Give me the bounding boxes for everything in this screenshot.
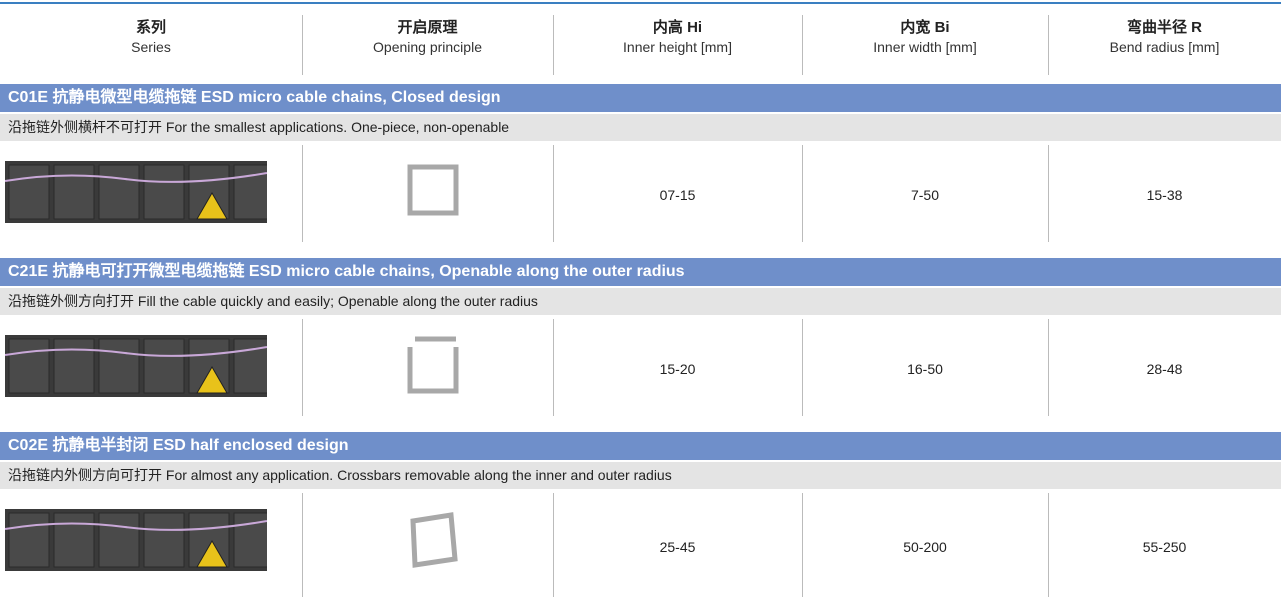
chain-link	[98, 512, 140, 568]
section-title: C21E 抗静电可打开微型电缆拖链 ESD micro cable chains…	[0, 258, 1281, 286]
section-title: C02E 抗静电半封闭 ESD half enclosed design	[0, 432, 1281, 460]
cable-highlight	[5, 172, 267, 183]
icon-frame	[407, 164, 459, 216]
opening-icon	[407, 164, 459, 216]
chain-link	[8, 512, 50, 568]
icon-frame	[407, 347, 459, 394]
cable-highlight	[5, 346, 267, 357]
esd-icon	[196, 365, 228, 394]
header-zh: 开启原理	[397, 19, 458, 36]
column-separator	[1048, 15, 1049, 75]
section-title: C01E 抗静电微型电缆拖链 ESD micro cable chains, C…	[0, 84, 1281, 112]
chain-link	[8, 338, 50, 394]
header-en: Inner width [mm]	[873, 39, 977, 55]
header-zh: 弯曲半径 R	[1126, 19, 1202, 36]
cell-value: 25-45	[659, 539, 696, 555]
column-separator	[553, 145, 554, 242]
header-cell: 开启原理 Opening principle	[302, 18, 553, 74]
header-cell: 内宽 Bi Inner width [mm]	[802, 18, 1048, 74]
cell-value: 07-15	[659, 187, 696, 203]
chain-link	[53, 164, 95, 220]
column-separator	[1048, 319, 1049, 416]
header-zh: 内高 Hi	[652, 19, 703, 36]
header-en: Bend radius [mm]	[1109, 39, 1220, 55]
column-separator	[802, 145, 803, 242]
opening-icon	[410, 512, 458, 568]
header-zh: 系列	[135, 19, 166, 36]
top-rule	[0, 2, 1281, 4]
section-subtitle: 沿拖链内外侧方向可打开 For almost any application. …	[0, 462, 1281, 489]
header-cell: 弯曲半径 R Bend radius [mm]	[1048, 18, 1281, 74]
cell-value: 15-38	[1146, 187, 1183, 203]
header-cell: 内高 Hi Inner height [mm]	[553, 18, 802, 74]
header-zh: 内宽 Bi	[900, 19, 950, 36]
chain-image	[5, 335, 267, 397]
column-separator	[553, 493, 554, 597]
chain-link	[98, 338, 140, 394]
column-separator	[1048, 145, 1049, 242]
column-separator	[553, 319, 554, 416]
icon-frame	[410, 512, 458, 568]
opening-icon	[407, 336, 459, 394]
chain-link	[143, 164, 185, 220]
header-cell: 系列 Series	[0, 18, 302, 74]
chain-link	[143, 512, 185, 568]
chain-link	[53, 338, 95, 394]
section-subtitle: 沿拖链外侧横杆不可打开 For the smallest application…	[0, 114, 1281, 141]
cell-value: 15-20	[659, 361, 696, 377]
column-separator	[802, 319, 803, 416]
cell-value: 55-250	[1142, 539, 1187, 555]
column-separator	[302, 15, 303, 75]
chain-link	[53, 512, 95, 568]
header-en: Inner height [mm]	[623, 39, 732, 55]
cable-highlight	[5, 520, 267, 531]
esd-icon	[196, 191, 228, 220]
column-separator	[302, 145, 303, 242]
cell-value: 50-200	[903, 539, 947, 555]
cell-value: 16-50	[907, 361, 943, 377]
chain-link	[8, 164, 50, 220]
chain-link	[98, 164, 140, 220]
column-separator	[553, 15, 554, 75]
section-subtitle: 沿拖链外侧方向打开 Fill the cable quickly and eas…	[0, 288, 1281, 315]
header-en: Opening principle	[373, 39, 482, 55]
esd-icon	[196, 539, 228, 568]
cell-value: 7-50	[910, 187, 940, 203]
chain-image	[5, 509, 267, 571]
column-separator	[802, 493, 803, 597]
chain-link	[143, 338, 185, 394]
cell-value: 28-48	[1146, 361, 1183, 377]
chain-image	[5, 161, 267, 223]
column-separator	[302, 493, 303, 597]
column-separator	[302, 319, 303, 416]
column-separator	[802, 15, 803, 75]
header-en: Series	[131, 39, 171, 55]
column-separator	[1048, 493, 1049, 597]
